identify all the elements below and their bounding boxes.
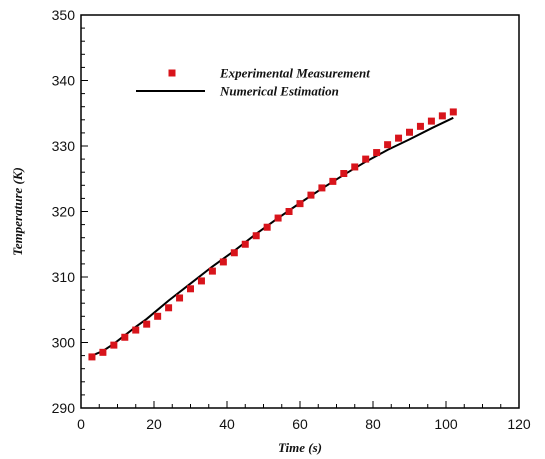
x-tick-label: 60 xyxy=(292,416,308,432)
y-tick-label: 320 xyxy=(52,204,76,220)
experimental-point xyxy=(416,122,424,130)
x-tick-label: 100 xyxy=(434,416,458,432)
x-tick-label: 40 xyxy=(219,416,235,432)
experimental-point xyxy=(438,112,446,120)
y-tick-label: 290 xyxy=(52,400,76,416)
experimental-point xyxy=(121,333,129,341)
experimental-point xyxy=(197,277,205,285)
experimental-point xyxy=(241,240,249,248)
x-tick-label: 0 xyxy=(77,416,85,432)
legend-square-marker xyxy=(168,69,176,77)
y-tick-label: 300 xyxy=(52,335,76,351)
experimental-point xyxy=(230,249,238,257)
experimental-point xyxy=(110,341,118,349)
x-tick-label: 120 xyxy=(507,416,531,432)
experimental-point xyxy=(208,267,216,275)
experimental-point xyxy=(274,214,282,222)
x-tick-label: 80 xyxy=(365,416,381,432)
plot-frame xyxy=(80,14,520,409)
experimental-point xyxy=(351,163,359,171)
experimental-point xyxy=(143,320,151,328)
experimental-point xyxy=(329,177,337,185)
experimental-point xyxy=(263,223,271,231)
y-tick-label: 310 xyxy=(52,269,76,285)
experimental-point xyxy=(318,184,326,192)
experimental-point xyxy=(99,348,107,356)
experimental-point xyxy=(373,149,381,157)
experimental-point xyxy=(285,208,293,215)
legend-label: Numerical Estimation xyxy=(219,84,339,99)
experimental-point xyxy=(154,312,162,320)
y-axis-title: Temperature (K) xyxy=(10,167,25,256)
y-tick-label: 330 xyxy=(52,138,76,154)
experimental-point xyxy=(296,200,304,208)
experimental-point xyxy=(219,258,227,266)
y-tick-label: 350 xyxy=(52,7,76,23)
experimental-point xyxy=(165,304,173,312)
experimental-point xyxy=(395,134,403,142)
legend: Experimental Measurement Numerical Estima… xyxy=(136,66,370,99)
experimental-point xyxy=(362,155,370,163)
numerical-estimation-line xyxy=(91,116,454,357)
x-axis-title: Time (s) xyxy=(278,440,322,455)
y-tick-label: 340 xyxy=(52,73,76,89)
experimental-point xyxy=(307,191,315,199)
experimental-point xyxy=(176,294,184,302)
experimental-point xyxy=(88,353,96,361)
experimental-point xyxy=(132,326,140,334)
experimental-point xyxy=(187,285,194,293)
x-tick-label: 20 xyxy=(146,416,162,432)
experimental-point xyxy=(427,117,435,125)
experimental-point xyxy=(340,170,348,178)
experimental-point xyxy=(252,232,260,240)
experimental-point xyxy=(406,128,413,136)
experimental-point xyxy=(384,141,392,149)
experimental-point xyxy=(449,108,457,116)
legend-label: Experimental Measurement xyxy=(219,66,370,81)
